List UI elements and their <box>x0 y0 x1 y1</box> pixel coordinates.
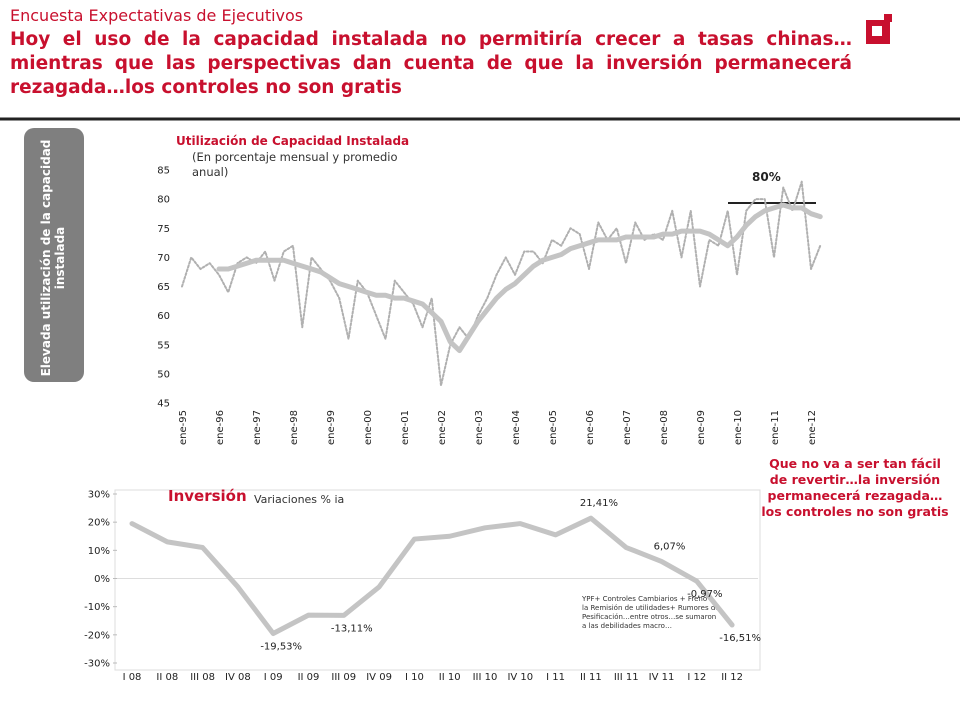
y-tick-label: 30% <box>88 490 110 501</box>
x-tick-label: ene-95 <box>178 410 189 445</box>
x-tick-label: I 10 <box>405 672 424 683</box>
x-tick-label: II 10 <box>439 672 461 683</box>
x-tick-label: ene-10 <box>733 410 744 445</box>
data-label: -19,53% <box>260 642 302 653</box>
y-tick-label: 70 <box>157 253 170 264</box>
x-tick-label: ene-12 <box>807 410 818 445</box>
chart-frame <box>114 489 761 671</box>
annotation: YPF+ Controles Cambiarios + Freno a la R… <box>582 595 720 630</box>
x-tick-label: ene-08 <box>659 410 670 445</box>
data-label: 21,41% <box>580 498 618 509</box>
x-tick-label: ene-05 <box>548 410 559 445</box>
x-tick-label: ene-03 <box>474 410 485 445</box>
slide-title: Hoy el uso de la capacidad instalada no … <box>10 29 852 98</box>
y-tick-label: 10% <box>88 546 110 557</box>
x-tick-label: III 11 <box>614 672 639 683</box>
x-tick-label: ene-01 <box>400 410 411 445</box>
x-tick-label: ene-96 <box>215 410 226 445</box>
y-tick-label: 50 <box>157 369 170 380</box>
y-tick-label: 55 <box>157 340 170 351</box>
annotation: 80% <box>752 170 781 184</box>
chart-subtitle: (En porcentaje mensual y promedio anual) <box>192 150 398 179</box>
x-tick-label: ene-11 <box>770 410 781 445</box>
x-tick-label: ene-97 <box>252 410 263 445</box>
x-tick-label: II 09 <box>298 672 320 683</box>
line <box>129 515 735 637</box>
x-tick-label: IV 08 <box>225 672 251 683</box>
y-tick-label: 20% <box>88 518 110 529</box>
side-box <box>24 128 84 382</box>
x-tick-label: ene-00 <box>363 410 374 445</box>
y-tick-label: -20% <box>84 630 110 641</box>
x-tick-label: IV 10 <box>507 672 533 683</box>
y-tick-label: -30% <box>84 659 110 670</box>
x-tick-label: I 08 <box>123 672 142 683</box>
x-tick-label: III 08 <box>190 672 215 683</box>
x-tick-label: ene-98 <box>289 410 300 445</box>
data-label: -16,51% <box>719 633 761 644</box>
x-tick-label: IV 09 <box>366 672 392 683</box>
y-tick-label: 80 <box>157 195 170 206</box>
x-tick-label: II 08 <box>156 672 178 683</box>
chart-title: Utilización de Capacidad Instalada <box>176 134 410 148</box>
x-tick-label: I 12 <box>687 672 706 683</box>
kicker: Encuesta Expectativas de Ejecutivos <box>10 6 304 25</box>
x-tick-label: ene-99 <box>326 410 337 445</box>
chart-title: Inversión <box>168 487 247 505</box>
x-tick-label: I 11 <box>546 672 565 683</box>
x-tick-label: ene-07 <box>622 410 633 445</box>
data-label: 6,07% <box>654 541 686 552</box>
x-tick-label: ene-06 <box>585 410 596 445</box>
chart-subtitle: Variaciones % ia <box>254 493 345 506</box>
x-tick-label: ene-04 <box>511 410 522 445</box>
y-tick-label: 85 <box>157 166 170 177</box>
y-tick-label: 75 <box>157 224 170 235</box>
y-tick-label: 0% <box>94 574 110 585</box>
line <box>216 202 823 354</box>
data-label: -0,97% <box>687 589 722 600</box>
x-tick-label: IV 11 <box>649 672 675 683</box>
x-tick-label: I 09 <box>264 672 283 683</box>
y-tick-label: 60 <box>157 311 170 322</box>
x-tick-label: ene-09 <box>696 410 707 445</box>
logo-inner <box>872 26 882 36</box>
y-tick-label: 45 <box>157 399 170 410</box>
x-tick-label: II 12 <box>721 672 743 683</box>
x-tick-label: III 09 <box>331 672 356 683</box>
x-tick-label: II 11 <box>580 672 602 683</box>
line <box>181 180 822 387</box>
y-tick-label: 65 <box>157 282 170 293</box>
logo-dot <box>884 14 892 22</box>
x-tick-label: III 10 <box>473 672 498 683</box>
data-label: -13,11% <box>331 623 373 634</box>
note: Que no va a ser tan fácil de revertir…la… <box>761 456 949 519</box>
y-tick-label: -10% <box>84 602 110 613</box>
x-tick-label: ene-02 <box>437 410 448 445</box>
